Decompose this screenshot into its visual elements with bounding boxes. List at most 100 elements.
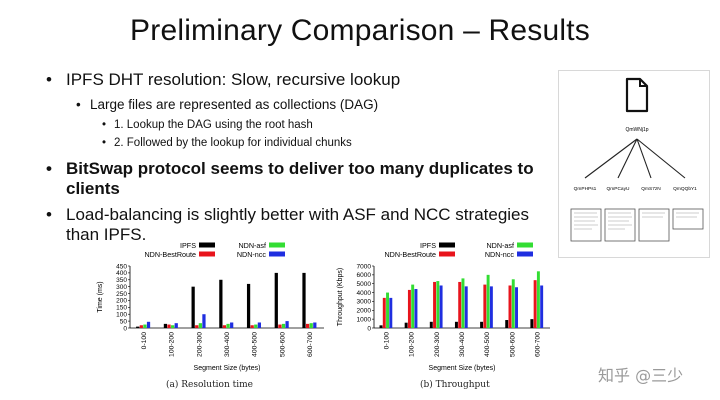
legend-label: NDN-BestRoute [384,250,436,259]
y-tick-label: 300 [116,284,127,291]
bullet-lookup-chunks: 2. Followed by the lookup for individual… [98,135,546,151]
bullet-ipfs-dht: IPFS DHT resolution: Slow, recursive loo… [46,70,546,90]
x-tick-label: 300-400 [224,332,231,357]
throughput-chart: IPFS NDN-BestRoute NDN-asf NDN-ncc 0 1000 2000… [332,240,554,378]
bar [386,292,390,328]
x-axis-label: Segment Size (bytes) [429,365,496,372]
y-tick-label: 3000 [357,299,372,306]
bar [404,322,408,328]
x-tick-label: 100-200 [409,332,416,357]
y-axis-label: Throughput (Kbps) [337,268,344,326]
bar [480,321,484,328]
y-tick-label: 7000 [357,263,372,270]
x-tick-label: 0-100 [384,332,391,350]
bar [486,274,490,328]
dag-edge [636,138,652,179]
y-tick-label: 50 [120,318,128,325]
y-axis-label: Time (ms) [97,281,104,312]
y-tick-label: 1000 [357,316,372,323]
y-tick-label: 0 [123,325,127,332]
chart-b-caption: (b) Throughput [420,380,490,390]
bar [219,279,223,328]
bar [533,280,537,328]
x-tick-label: 300-400 [459,332,466,357]
y-tick-label: 0 [367,325,371,332]
legend-swatch [517,251,533,257]
bullet-lookup-dag: 1. Lookup the DAG using the root hash [98,117,546,133]
bar [508,285,512,328]
bar [483,284,487,328]
x-tick-label: 200-300 [434,332,441,357]
bar [540,285,544,328]
x-tick-label: 600-700 [534,332,541,357]
dag-diagram: QmWNj1p QmPHPs1 QmPCayU QmS7zN QmQQbY1 [558,70,710,258]
legend-label: NDN-asf [238,241,266,250]
bar [305,323,310,328]
bar [313,322,317,328]
bar [411,284,415,328]
x-tick-label: 0-100 [141,332,148,350]
bar [407,289,411,328]
bar [309,323,313,328]
bar [302,272,306,328]
dag-child-label: QmQQbY1 [673,186,697,192]
bar [174,323,178,328]
bar [439,285,443,328]
bar [136,326,140,328]
legend-swatch [439,251,455,257]
bar [515,287,518,328]
bar [458,281,462,328]
legend-label: NDN-ncc [485,250,515,259]
bar [246,283,251,328]
bar [489,286,493,328]
y-tick-label: 450 [116,263,127,270]
bar [414,289,418,328]
bar [139,325,143,328]
bar [274,272,278,328]
x-tick-label: 500-600 [509,332,516,357]
bar [202,314,206,328]
bullet-large-files: Large files are represented as collectio… [72,96,546,114]
document-icon [625,77,649,113]
bar [505,320,509,328]
dag-child-label: QmS7zN [641,186,661,192]
bar [436,281,440,328]
dag-child-label: QmPHPs1 [574,186,597,192]
bar [511,279,515,328]
dag-edge [584,138,638,179]
bar [257,322,262,328]
dag-chunk-box [638,208,670,242]
bar [198,323,202,328]
bar [230,322,234,328]
legend-label: NDN-ncc [237,250,267,259]
bar [281,323,286,328]
legend-label: NDN-asf [486,241,514,250]
bar [250,325,254,328]
y-tick-label: 100 [116,312,127,319]
dag-edge [617,138,638,179]
x-tick-label: 600-700 [307,332,314,357]
y-tick-label: 4000 [357,290,372,297]
x-tick-label: 200-300 [196,332,203,357]
y-tick-label: 200 [116,298,127,305]
bullet-load-balancing: Load-balancing is slightly better with A… [46,205,546,245]
chart-a-caption: (a) Resolution time [166,380,253,390]
legend-swatch [269,251,285,257]
slide-title: Preliminary Comparison – Results [130,14,590,47]
dag-child-label: QmPCayU [607,186,630,192]
y-tick-label: 2000 [357,308,372,315]
legend-swatch [199,251,215,257]
bar [464,286,468,328]
bar [461,278,465,328]
bar [389,297,393,328]
y-tick-label: 150 [116,305,127,312]
bar [191,286,195,328]
bar [146,321,151,328]
bar [379,325,383,328]
bar [530,319,534,328]
bullet-bitswap: BitSwap protocol seems to deliver too ma… [46,159,546,199]
bar [143,324,147,328]
x-tick-label: 500-600 [279,332,286,357]
bar [163,323,168,328]
resolution-time-chart: IPFS NDN-BestRoute NDN-asf NDN-ncc 0 50 100 150… [92,240,328,378]
